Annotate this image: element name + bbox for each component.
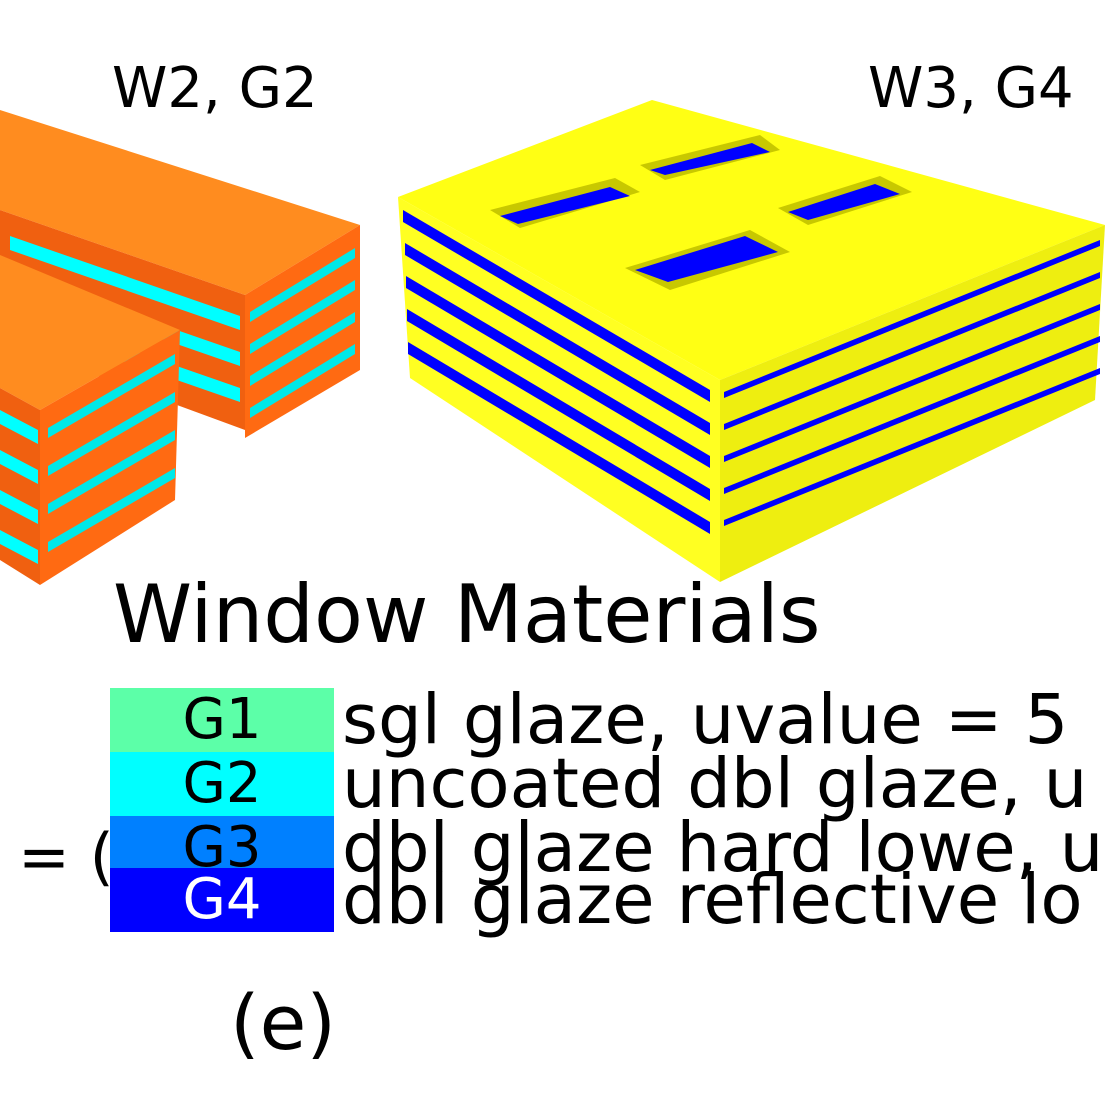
front-wing-front-windows [0, 410, 38, 564]
figure-caption: (e) [230, 978, 337, 1067]
legend-description: uncoated dbl glaze, u [342, 744, 1088, 824]
legend-title: Window Materials [113, 568, 821, 661]
roof-back-wing [0, 110, 360, 295]
legend-description: dbl glaze reflective lo [342, 860, 1083, 940]
legend-code: G1 [182, 687, 262, 752]
left-face-windows [403, 210, 710, 534]
right-face-windows [724, 240, 1100, 526]
back-wing-side-windows [250, 248, 355, 418]
legend-item-g4: G4 dbl glaze reflective lo [110, 866, 1120, 935]
legend-code: G4 [182, 867, 262, 932]
legend-code: G2 [182, 751, 262, 816]
back-wing-side [245, 225, 360, 438]
building-label-left: W2, G2 [112, 56, 318, 121]
roof-light-wells [490, 135, 912, 290]
legend-item-g1: G1 sgl glaze, uvalue = 5 [110, 686, 1120, 755]
legend-swatch-g1: G1 [110, 688, 334, 752]
legend-swatch-g2: G2 [110, 752, 334, 816]
legend-description: dbl glaze hard lowe, u [342, 808, 1104, 888]
legend-item-g2: G2 uncoated dbl glaze, u [110, 750, 1120, 819]
front-wing-side [40, 330, 180, 585]
building-label-right: W3, G4 [868, 56, 1074, 121]
front-wing-side-windows [48, 354, 175, 552]
legend-swatch-g4: G4 [110, 868, 334, 932]
cut-off-fragment: = ( [18, 820, 114, 893]
legend-description: sgl glaze, uvalue = 5 [342, 680, 1069, 760]
legend-code: G3 [182, 815, 262, 880]
roof-front-wing [0, 255, 180, 410]
